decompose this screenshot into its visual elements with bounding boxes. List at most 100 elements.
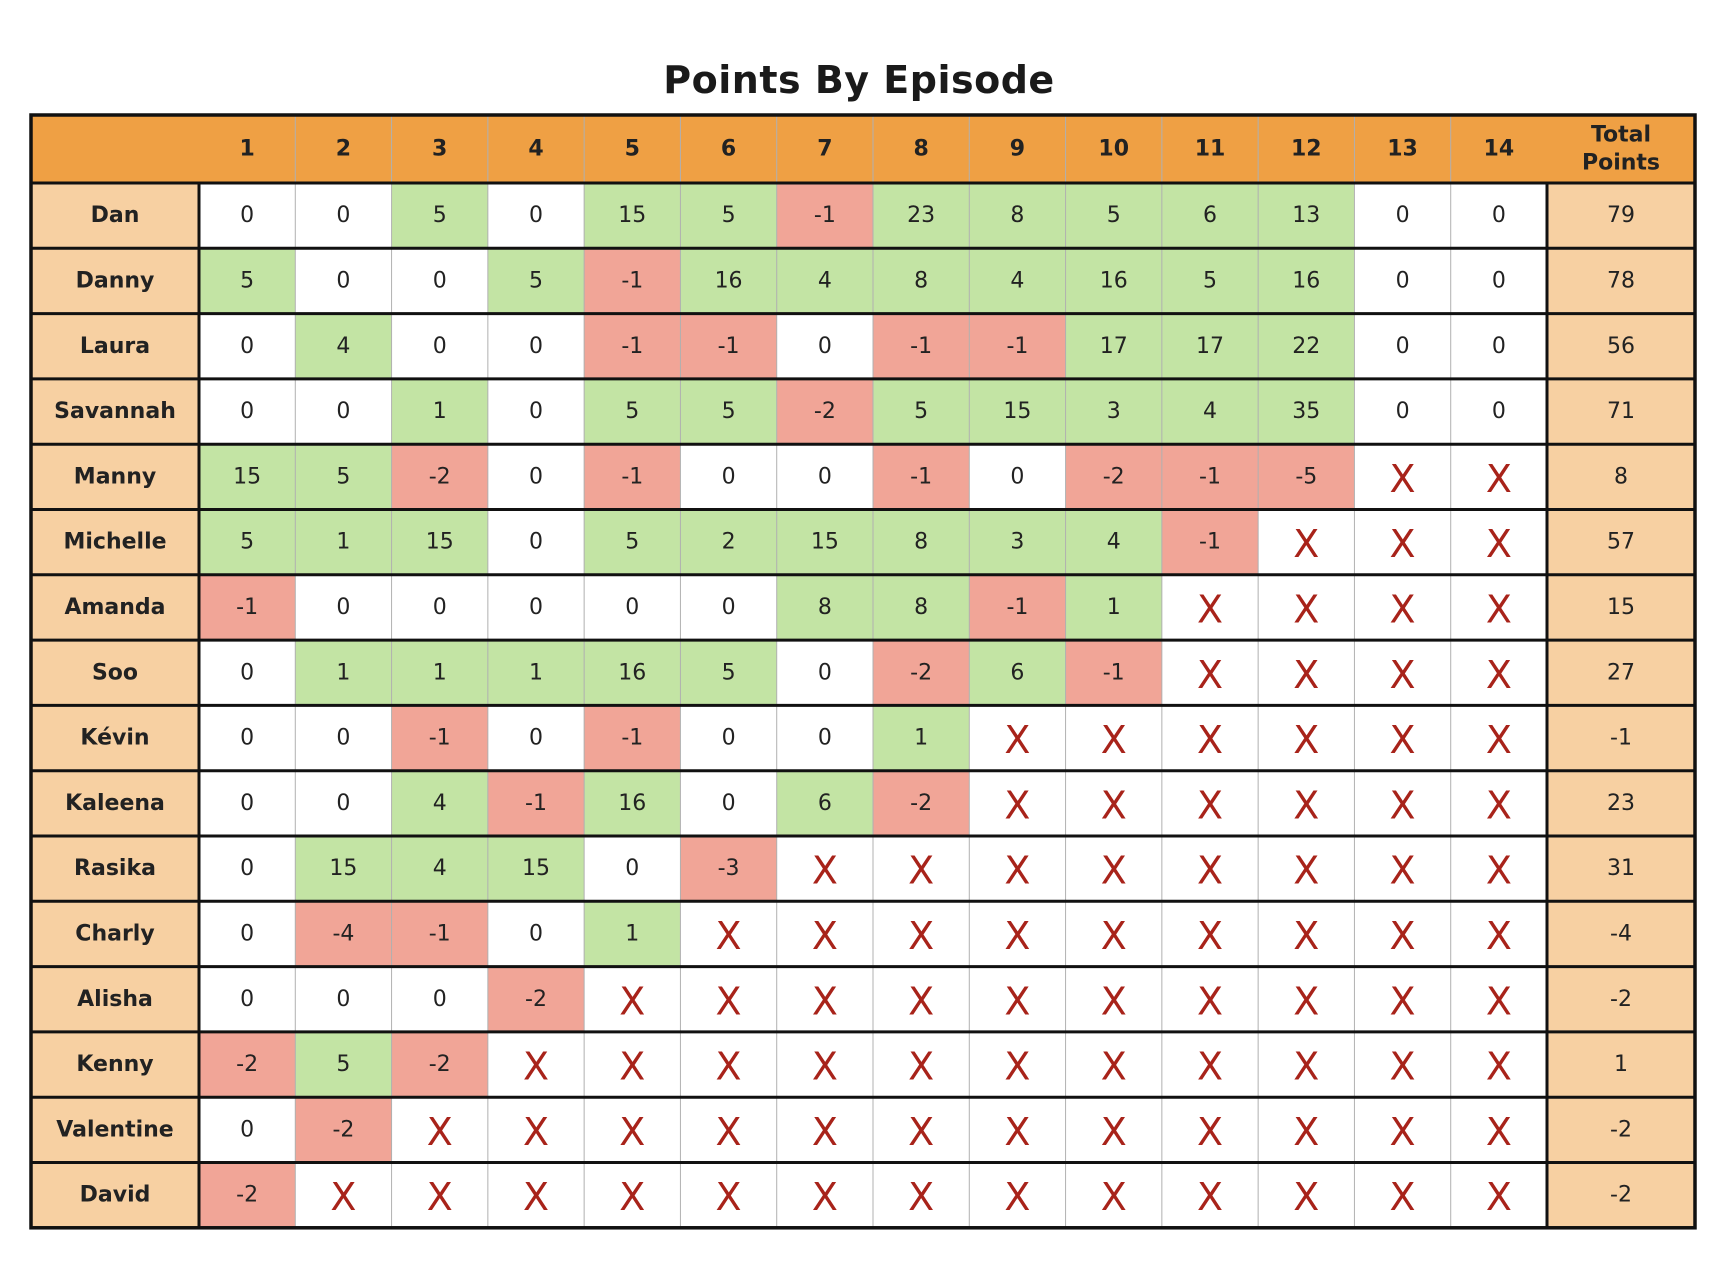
eliminated-mark: X <box>1101 1110 1127 1154</box>
eliminated-mark: X <box>1293 1175 1319 1219</box>
eliminated-mark: X <box>812 1175 838 1219</box>
eliminated-mark: X <box>1390 979 1416 1023</box>
score-cell-bg <box>1258 183 1355 249</box>
score-cell-bg <box>680 248 777 314</box>
score-value: -1 <box>910 464 932 489</box>
score-cell-bg <box>1161 1031 1259 1098</box>
eliminated-mark: X <box>1101 979 1127 1023</box>
eliminated-mark: X <box>619 979 645 1023</box>
eliminated-mark: X <box>1486 587 1512 631</box>
score-cell-bg <box>391 574 488 641</box>
score-value: 0 <box>336 726 350 751</box>
contestant-name: Savannah <box>54 399 176 424</box>
eliminated-mark: X <box>1486 1175 1512 1219</box>
score-cell-bg <box>776 640 873 706</box>
score-value: -5 <box>1295 464 1317 489</box>
score-value: 16 <box>1100 268 1128 293</box>
score-value: 0 <box>529 334 543 359</box>
score-cell-bg <box>776 836 873 902</box>
score-cell-bg <box>873 1031 970 1098</box>
score-cell-bg <box>680 509 777 575</box>
score-value: -2 <box>429 1052 451 1077</box>
episode-header: 3 <box>432 137 447 162</box>
score-value: 5 <box>336 1052 350 1077</box>
score-value: -2 <box>1103 464 1125 489</box>
contestant-name: Kévin <box>80 726 149 751</box>
eliminated-mark: X <box>1486 914 1512 958</box>
score-cell-bg <box>295 1097 392 1163</box>
score-value: -2 <box>236 1183 258 1208</box>
contestant-name: Charly <box>75 921 154 946</box>
eliminated-mark: X <box>1004 979 1030 1023</box>
score-cell-bg <box>969 640 1066 706</box>
score-value: 15 <box>811 530 839 555</box>
score-value: 4 <box>1010 268 1024 293</box>
eliminated-mark: X <box>1293 653 1319 697</box>
score-cell-bg <box>391 183 488 249</box>
eliminated-mark: X <box>619 1175 645 1219</box>
score-value: 0 <box>722 464 736 489</box>
score-value: 5 <box>625 399 639 424</box>
score-cell-bg <box>199 705 296 771</box>
score-value: -1 <box>718 334 740 359</box>
score-cell-bg <box>1065 183 1162 249</box>
score-cell-bg <box>391 640 488 706</box>
score-cell-bg <box>584 901 681 967</box>
score-cell-bg <box>873 640 970 706</box>
score-value: 5 <box>529 268 543 293</box>
total-value: -2 <box>1610 987 1632 1012</box>
score-value: 0 <box>240 726 254 751</box>
eliminated-mark: X <box>1390 457 1416 501</box>
score-cell-bg <box>680 966 777 1032</box>
score-cell-bg <box>487 248 585 314</box>
score-cell-bg <box>1258 574 1355 641</box>
score-cell-bg <box>969 574 1066 641</box>
contestant-name: Amanda <box>64 595 165 620</box>
score-cell-bg <box>487 1031 585 1098</box>
score-value: 0 <box>722 595 736 620</box>
score-value: 1 <box>336 530 350 555</box>
name-cell-bg <box>31 836 199 902</box>
score-cell-bg <box>391 444 488 510</box>
score-value: 1 <box>336 660 350 685</box>
score-cell-bg <box>1258 1097 1355 1163</box>
chart-title: Points By Episode <box>663 58 1055 102</box>
eliminated-mark: X <box>1390 783 1416 827</box>
score-cell-bg <box>1354 183 1451 249</box>
eliminated-mark: X <box>1101 914 1127 958</box>
score-value: -2 <box>525 987 547 1012</box>
eliminated-mark: X <box>1004 914 1030 958</box>
score-cell-bg <box>1161 313 1259 379</box>
score-cell-bg <box>1258 640 1355 706</box>
score-value: 0 <box>818 726 832 751</box>
score-value: 5 <box>336 464 350 489</box>
eliminated-mark: X <box>1197 914 1223 958</box>
score-cell-bg <box>1354 313 1451 379</box>
score-value: 16 <box>618 791 646 816</box>
score-cell-bg <box>1065 640 1162 706</box>
score-cell-bg <box>391 248 488 314</box>
score-value: -1 <box>814 203 836 228</box>
score-value: 15 <box>426 530 454 555</box>
score-value: 1 <box>529 660 543 685</box>
score-cell-bg <box>873 509 970 575</box>
eliminated-mark: X <box>1293 979 1319 1023</box>
contestant-name: Alisha <box>77 987 153 1012</box>
score-value: 0 <box>1492 334 1506 359</box>
episode-header: 4 <box>528 137 543 162</box>
score-value: 0 <box>240 987 254 1012</box>
score-value: 22 <box>1292 334 1320 359</box>
score-cell-bg <box>873 770 970 836</box>
score-cell-bg <box>199 248 296 314</box>
name-cell-bg <box>31 1097 199 1163</box>
eliminated-mark: X <box>1486 783 1512 827</box>
eliminated-mark: X <box>1101 1045 1127 1089</box>
score-value: 0 <box>336 268 350 293</box>
score-value: 8 <box>1010 203 1024 228</box>
total-cell-bg <box>1547 509 1695 575</box>
score-cell-bg <box>199 901 296 967</box>
score-cell-bg <box>1450 1031 1547 1098</box>
score-cell-bg <box>873 378 970 445</box>
score-cell-bg <box>1450 248 1547 314</box>
score-cell-bg <box>584 1162 681 1228</box>
